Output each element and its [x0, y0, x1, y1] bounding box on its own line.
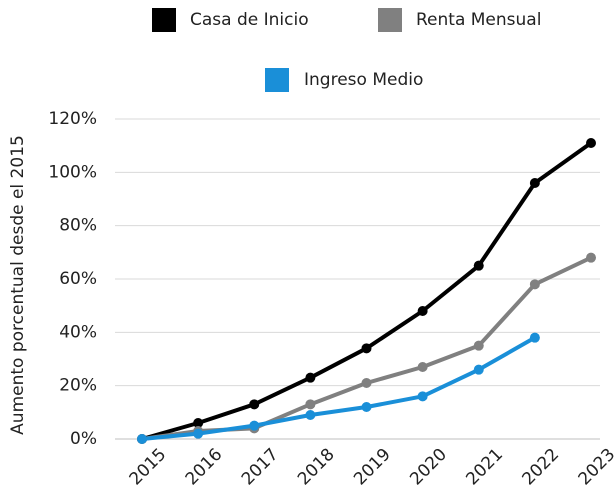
data-point — [361, 343, 372, 354]
data-point — [305, 410, 316, 420]
y-tick-label: 60% — [59, 269, 97, 289]
data-point — [305, 372, 316, 383]
data-point — [305, 399, 316, 410]
data-point — [193, 418, 204, 428]
x-tick-label: 2019 — [350, 445, 395, 490]
data-point — [361, 378, 372, 388]
legend-swatch — [378, 8, 402, 32]
data-point — [473, 260, 484, 271]
y-tick-label: 120% — [48, 109, 97, 129]
x-tick-label: 2016 — [182, 445, 227, 490]
y-tick-label: 100% — [48, 162, 97, 182]
data-point — [473, 340, 484, 351]
legend-swatch — [265, 68, 289, 92]
x-tick-label: 2018 — [294, 445, 339, 490]
y-tick-label: 80% — [59, 216, 97, 236]
data-point — [586, 252, 596, 263]
y-axis-label: Aumento porcentual desde el 2015 — [8, 135, 28, 435]
y-tick-label: 40% — [59, 322, 97, 342]
x-tick-label: 2017 — [238, 445, 283, 490]
data-point — [529, 332, 540, 343]
data-point — [529, 178, 540, 188]
data-point — [249, 399, 260, 410]
data-point — [586, 138, 596, 148]
data-point — [417, 391, 428, 402]
y-tick-label: 20% — [59, 376, 97, 396]
data-point — [361, 402, 372, 412]
data-point — [249, 420, 260, 431]
data-point — [529, 279, 540, 290]
legend-swatch — [152, 8, 176, 32]
x-tick-label: 2015 — [126, 445, 171, 490]
y-tick-label: 0% — [70, 429, 97, 449]
x-tick-label: 2021 — [462, 445, 507, 490]
data-point — [417, 362, 428, 372]
data-point — [417, 306, 428, 316]
series-line — [141, 335, 536, 441]
legend-label: Ingreso Medio — [304, 70, 423, 90]
data-point — [193, 428, 204, 439]
x-tick-label: 2022 — [519, 445, 564, 490]
x-tick-label: 2020 — [406, 445, 451, 490]
data-point — [473, 364, 484, 375]
legend-label: Renta Mensual — [416, 10, 541, 30]
data-point — [137, 434, 147, 444]
series-line — [141, 141, 593, 441]
legend-label: Casa de Inicio — [190, 10, 309, 30]
x-tick-label: 2023 — [575, 445, 615, 490]
